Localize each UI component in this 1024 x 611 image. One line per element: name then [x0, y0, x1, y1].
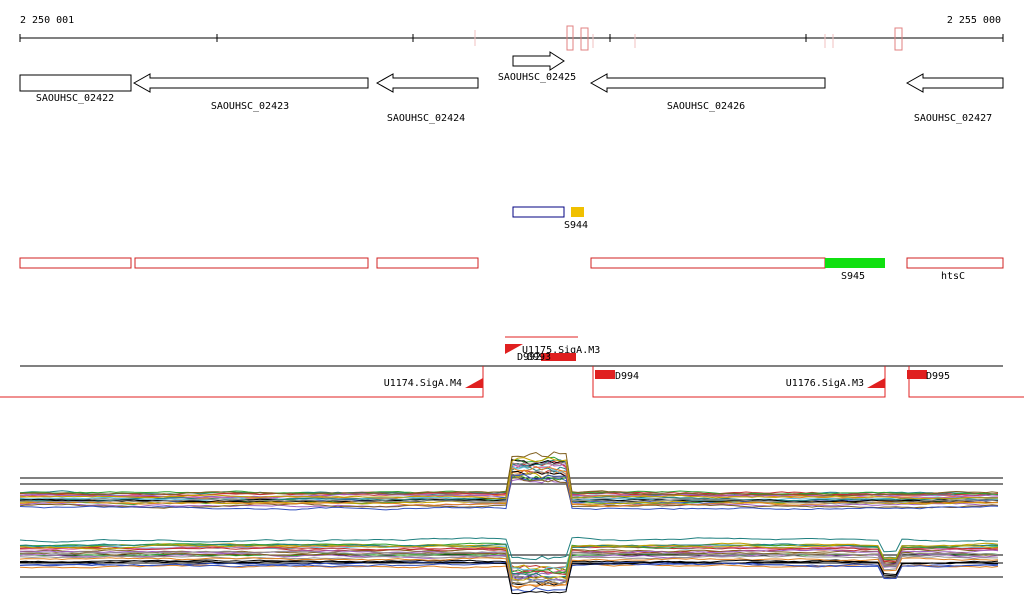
terminator — [541, 353, 576, 361]
terminator — [595, 370, 615, 379]
marker — [566, 25, 574, 51]
terminator — [907, 370, 927, 379]
trace — [19, 543, 999, 581]
ruler: 2 250 001 2 255 000 — [19, 15, 1004, 51]
promoter-label: U1176.SigA.M3 — [786, 378, 864, 389]
marker — [580, 27, 589, 51]
track-line — [0, 366, 484, 398]
feature — [825, 258, 885, 268]
promoter — [867, 378, 885, 388]
gene-label: SAOUHSC_02424 — [387, 113, 465, 124]
ruler-end: 2 255 000 — [947, 15, 1001, 26]
terminator-label: D992 — [517, 352, 541, 363]
trace — [19, 456, 999, 500]
trace — [20, 451, 999, 497]
gene-label: SAOUHSC_02422 — [36, 93, 114, 104]
feature-label: S944 — [564, 220, 588, 231]
regulation: U1174.SigA.M4 U1175.SigA.M3 U1176.SigA.M… — [0, 336, 1024, 398]
gene — [512, 51, 565, 71]
feature — [906, 257, 1004, 269]
gene — [375, 73, 479, 93]
gene — [132, 73, 369, 93]
ruler-start: 2 250 001 — [20, 15, 74, 26]
feature — [134, 257, 369, 269]
trace — [19, 557, 999, 589]
expression-traces — [19, 451, 1003, 595]
gene-label: SAOUHSC_02427 — [914, 113, 992, 124]
gene-label: SAOUHSC_02426 — [667, 101, 745, 112]
promoter — [465, 378, 483, 388]
genes: SAOUHSC_02422 SAOUHSC_02423 SAOUHSC_0242… — [19, 51, 1004, 124]
terminator-label: D995 — [926, 371, 950, 382]
terminator-label: D994 — [615, 371, 639, 382]
promoter — [505, 344, 523, 354]
feature-label: htsC — [941, 271, 965, 282]
feature-label: S945 — [841, 271, 865, 282]
gene — [589, 73, 826, 93]
trace — [19, 473, 999, 511]
trace — [19, 536, 999, 561]
marker — [894, 27, 903, 51]
feature — [376, 257, 479, 269]
gene — [19, 74, 132, 92]
terminator-label: D993 — [527, 352, 551, 363]
feature — [512, 206, 565, 218]
trace — [19, 550, 999, 585]
trace — [19, 559, 999, 595]
gene-label: SAOUHSC_02423 — [211, 101, 289, 112]
features: S944 S945 htsC — [19, 206, 1004, 282]
gene — [905, 73, 1004, 93]
gene-label: SAOUHSC_02425 — [498, 72, 576, 83]
trace — [19, 472, 999, 505]
feature — [590, 257, 826, 269]
promoter-label: U1175.SigA.M3 — [522, 345, 600, 356]
feature — [571, 207, 584, 217]
promoter-label: U1174.SigA.M4 — [384, 378, 462, 389]
feature — [19, 257, 132, 269]
